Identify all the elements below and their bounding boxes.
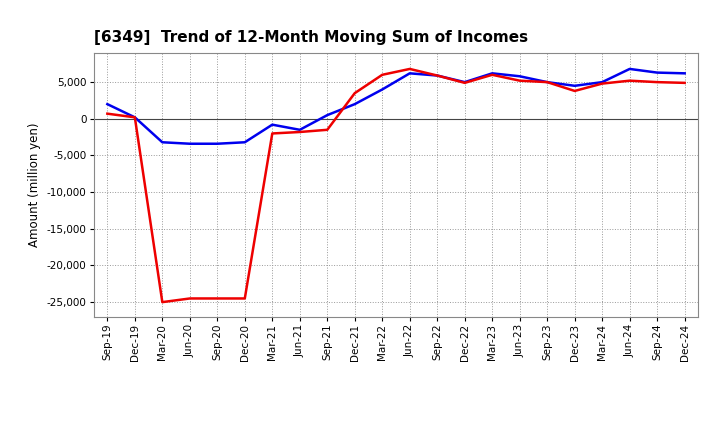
Ordinary Income [460, 80, 469, 85]
Net Income [405, 66, 414, 72]
Ordinary Income [130, 115, 139, 120]
Net Income [378, 72, 387, 77]
Ordinary Income [213, 141, 222, 147]
Ordinary Income [240, 139, 249, 145]
Ordinary Income [543, 80, 552, 85]
Net Income [351, 91, 359, 96]
Ordinary Income [158, 139, 166, 145]
Net Income [543, 80, 552, 85]
Net Income [268, 131, 276, 136]
Net Income [516, 78, 524, 83]
Ordinary Income [405, 71, 414, 76]
Net Income [103, 111, 112, 116]
Net Income [213, 296, 222, 301]
Net Income [158, 300, 166, 305]
Net Income [460, 80, 469, 85]
Ordinary Income [488, 71, 497, 76]
Ordinary Income [433, 73, 441, 78]
Ordinary Income [653, 70, 662, 75]
Net Income [323, 127, 332, 132]
Ordinary Income [378, 87, 387, 92]
Ordinary Income [186, 141, 194, 147]
Text: [6349]  Trend of 12-Month Moving Sum of Incomes: [6349] Trend of 12-Month Moving Sum of I… [94, 29, 528, 45]
Net Income [598, 81, 606, 86]
Ordinary Income [323, 113, 332, 118]
Net Income [680, 80, 689, 85]
Line: Net Income: Net Income [107, 69, 685, 302]
Ordinary Income [598, 80, 606, 85]
Y-axis label: Amount (million yen): Amount (million yen) [28, 123, 41, 247]
Ordinary Income [516, 73, 524, 79]
Net Income [488, 72, 497, 77]
Net Income [186, 296, 194, 301]
Net Income [295, 129, 304, 135]
Ordinary Income [351, 102, 359, 107]
Net Income [626, 78, 634, 83]
Ordinary Income [570, 83, 579, 88]
Net Income [433, 73, 441, 78]
Ordinary Income [680, 71, 689, 76]
Ordinary Income [626, 66, 634, 72]
Ordinary Income [268, 122, 276, 127]
Ordinary Income [295, 127, 304, 132]
Line: Ordinary Income: Ordinary Income [107, 69, 685, 144]
Net Income [570, 88, 579, 94]
Net Income [130, 115, 139, 120]
Net Income [240, 296, 249, 301]
Ordinary Income [103, 102, 112, 107]
Net Income [653, 80, 662, 85]
